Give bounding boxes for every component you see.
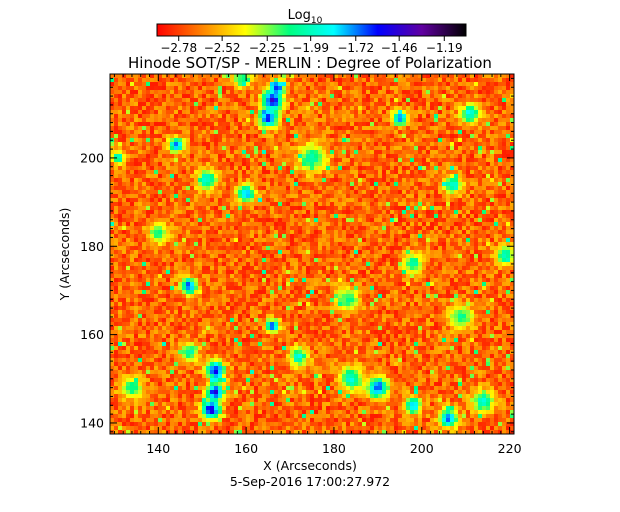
observation-timestamp: 5-Sep-2016 17:00:27.972 [230,474,390,489]
colorbar-tick-label: −2.25 [249,41,286,55]
colorbar-tick-label: −1.72 [337,41,374,55]
x-tick-label: 140 [146,441,170,456]
x-tick-label: 160 [234,441,258,456]
y-tick-label: 180 [80,239,104,254]
colorbar-tick-label: −2.52 [204,41,241,55]
x-tick-label: 220 [498,441,522,456]
x-tick-label: 180 [322,441,346,456]
colorbar-tick-labels: −2.78 −2.52 −2.25 −1.99 −1.72 −1.46 −1.19 [160,41,462,55]
chart-title: Hinode SOT/SP - MERLIN : Degree of Polar… [128,54,492,72]
y-tick-label: 200 [80,150,104,165]
heatmap [110,74,514,434]
colorbar-tick-label: −1.46 [381,41,418,55]
x-tick-label: 200 [410,441,434,456]
x-axis-label: X (Arcseconds) [263,458,357,473]
colorbar-tick-label: −2.78 [160,41,197,55]
plot-frame [109,73,515,435]
y-axis-label: Y (Arcseconds) [57,208,72,302]
y-tick-label: 140 [80,415,104,430]
colorbar-ticks [178,36,445,41]
y-tick-label: 160 [80,327,104,342]
colorbar-title: Log10 [288,8,323,26]
y-axis-ticks: 140 160 180 200 [80,77,514,433]
colorbar-tick-label: −1.19 [426,41,463,55]
x-axis-ticks: 140 160 180 200 220 [113,74,522,456]
colorbar-tick-label: −1.99 [292,41,329,55]
colorbar [156,23,467,37]
